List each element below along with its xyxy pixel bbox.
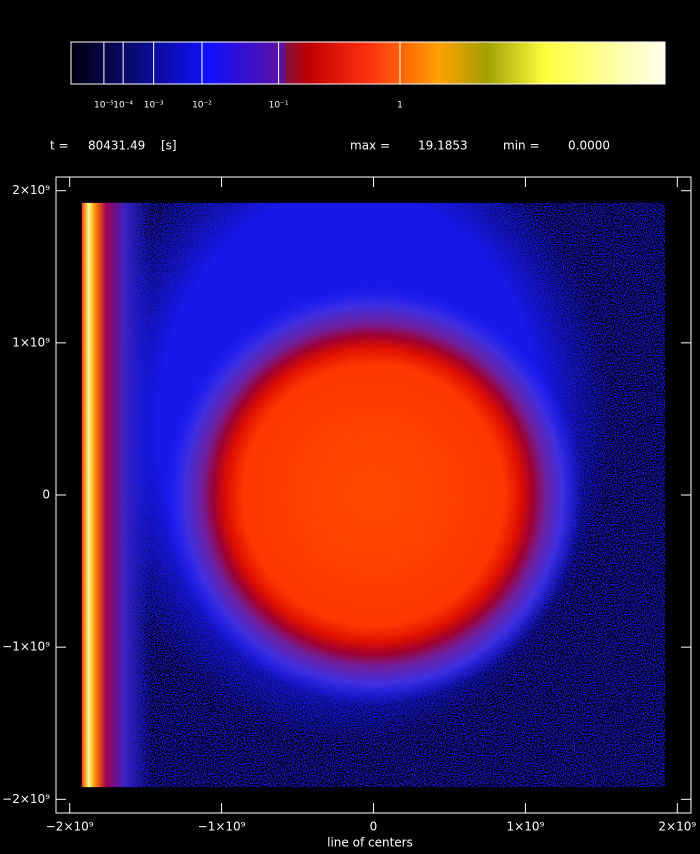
y-tick-label: −1×10⁹ <box>2 640 50 654</box>
max-label: max = <box>350 139 390 153</box>
colorbar-tick-label: 10⁻⁵ <box>94 101 114 111</box>
image-wall <box>81 202 152 788</box>
min-label: min = <box>503 139 540 153</box>
x-tick-label: −1×10⁹ <box>198 820 246 834</box>
min-value: 0.0000 <box>568 139 610 153</box>
image-body <box>163 284 584 706</box>
colorbar-tick-label: 10⁻² <box>192 101 212 111</box>
time-unit: [s] <box>161 139 177 153</box>
colorbar-tick-label: 1 <box>397 101 403 111</box>
colorbar-tick-label: 10⁻¹ <box>269 101 289 111</box>
max-value: 19.1853 <box>418 139 468 153</box>
colorbar <box>70 41 666 85</box>
y-tick-label: 1×10⁹ <box>12 335 50 349</box>
time-label: t = <box>50 139 69 153</box>
x-axis-label: line of centers <box>327 836 413 850</box>
y-tick-label: 2×10⁹ <box>12 183 50 197</box>
x-tick-label: −2×10⁹ <box>46 820 94 834</box>
y-tick-label: −2×10⁹ <box>2 792 50 806</box>
image <box>81 202 666 788</box>
time-value: 80431.49 <box>88 139 145 153</box>
x-tick-label: 1×10⁹ <box>507 820 545 834</box>
x-tick-label: 2×10⁹ <box>658 820 696 834</box>
x-tick-label: 0 <box>370 820 378 834</box>
y-tick-label: 0 <box>42 488 50 502</box>
colorbar-tick-label: 10⁻³ <box>144 101 164 111</box>
colorbar-tick-label: 10⁻⁴ <box>113 101 133 111</box>
